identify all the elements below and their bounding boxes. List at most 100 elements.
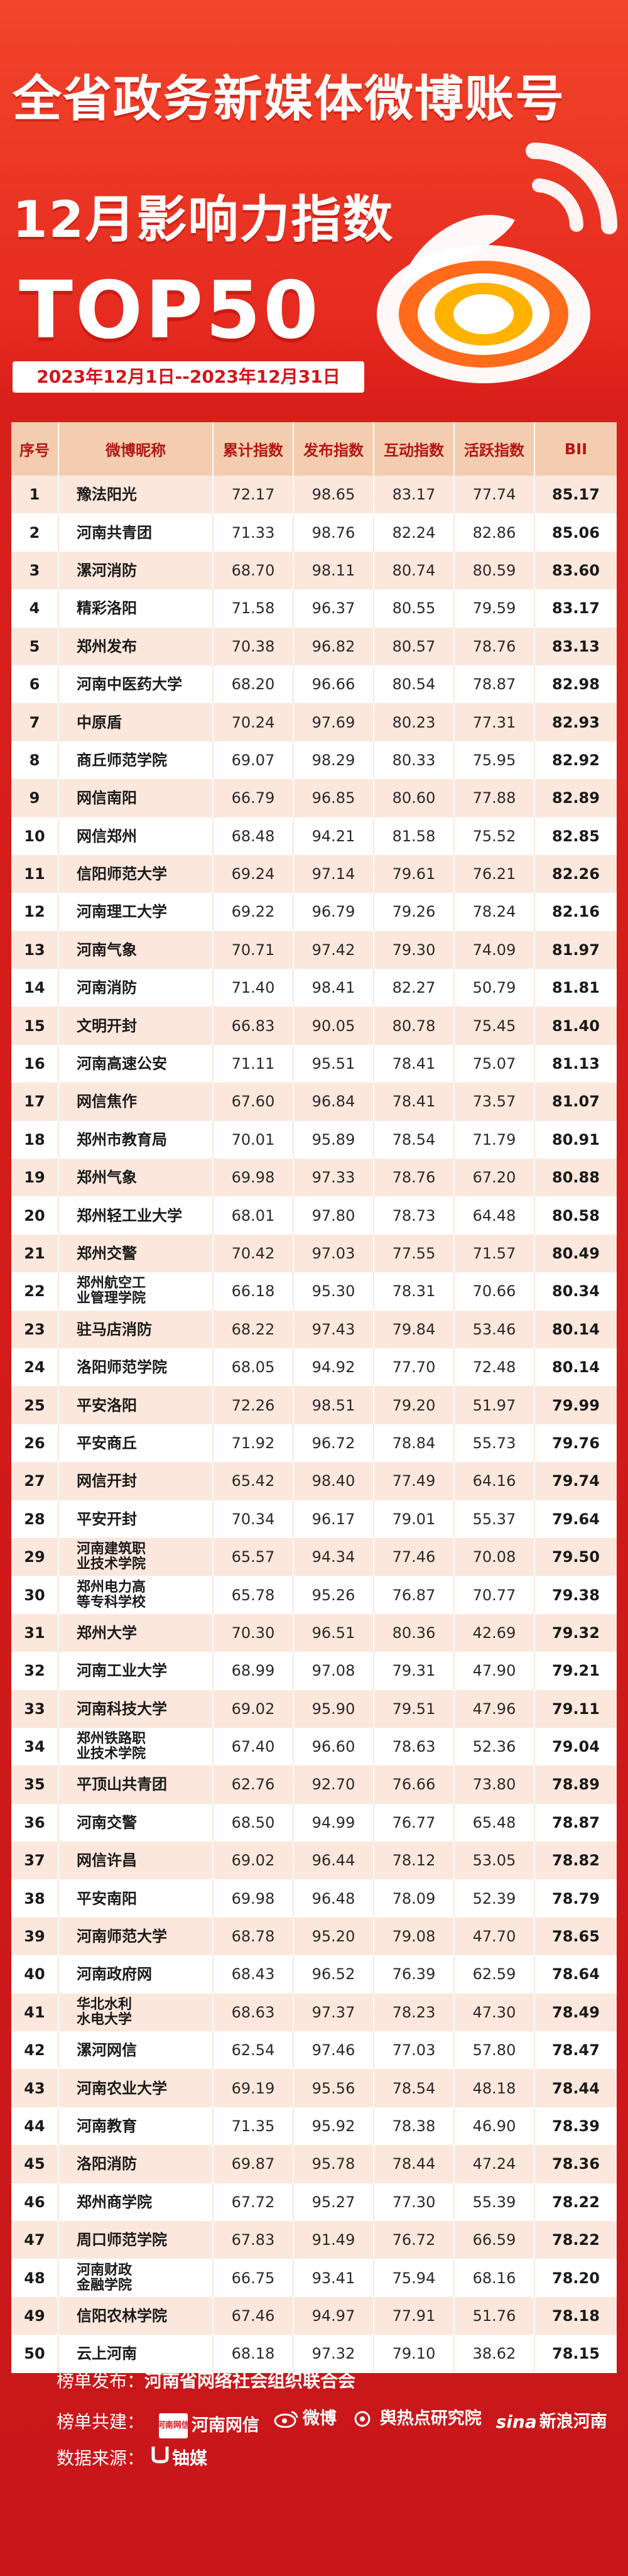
cell-account-name: 郑州铁路职 业技术学院 <box>59 1727 214 1766</box>
cell-publish: 96.82 <box>294 627 374 665</box>
cell-cumulative: 65.78 <box>214 1576 294 1614</box>
cell-rank: 13 <box>11 931 59 969</box>
table-body: 1 豫法阳光 72.17 98.65 83.17 77.74 85.17 2 河南共青团 71.3… <box>11 476 617 2373</box>
cell-account-name: 信阳农林学院 <box>59 2296 214 2335</box>
hotspot-icon <box>354 2411 371 2427</box>
table-row: 27 网信开封 65.42 98.40 77.49 64.16 79.74 <box>11 1462 617 1500</box>
cell-cumulative: 67.83 <box>214 2220 294 2259</box>
co-builders-line: 榜单共建： 河南网信 河南网信 微博 舆热点研究院 sina 新浪河南 <box>57 2406 607 2438</box>
cell-publish: 95.89 <box>294 1120 374 1159</box>
cell-bii: 78.47 <box>552 2041 600 2060</box>
cell-rank: 11 <box>11 854 59 893</box>
table-row: 35 平顶山共青团 62.76 92.70 76.66 73.80 78.89 <box>11 1766 617 1804</box>
cell-bii: 78.65 <box>552 1928 600 1946</box>
cell-bii: 82.85 <box>552 827 600 845</box>
cell-rank: 35 <box>11 1766 59 1804</box>
cell-activity: 48.18 <box>455 2069 535 2107</box>
cell-rank: 23 <box>11 1310 59 1348</box>
cell-interaction: 82.24 <box>374 513 455 552</box>
cell-interaction: 78.76 <box>374 1159 455 1197</box>
cell-account-name: 网信许昌 <box>59 1842 214 1880</box>
col-rank: 序号 <box>11 422 59 476</box>
cell-activity: 73.57 <box>455 1083 535 1121</box>
table-row: 22 郑州航空工 业管理学院 66.18 95.30 78.31 70.66 80.34 <box>11 1272 617 1311</box>
cell-account-name: 河南高速公安 <box>59 1044 214 1083</box>
cell-interaction: 80.36 <box>374 1613 455 1652</box>
cell-activity: 72.48 <box>455 1348 535 1387</box>
publisher-value: 河南省网络社会组织联合会 <box>144 2371 356 2391</box>
cell-publish: 96.72 <box>294 1424 374 1463</box>
cell-cumulative: 62.54 <box>214 2031 294 2070</box>
table-row: 5 郑州发布 70.38 96.82 80.57 78.76 83.13 <box>11 627 617 665</box>
cell-interaction: 82.27 <box>374 969 455 1007</box>
hotspot-name: 舆热点研究院 <box>379 2409 482 2428</box>
cell-cumulative: 68.63 <box>214 1993 294 2032</box>
cell-rank: 48 <box>11 2259 59 2297</box>
cell-publish: 97.03 <box>294 1234 374 1273</box>
cell-cumulative: 69.19 <box>214 2069 294 2107</box>
cell-bii: 80.49 <box>552 1245 600 1262</box>
col-bii: BII <box>564 440 588 458</box>
cell-publish: 90.05 <box>294 1007 374 1045</box>
cell-bii: 85.06 <box>552 523 600 542</box>
cell-account-name: 郑州航空工 业管理学院 <box>59 1272 214 1311</box>
cell-cumulative: 70.38 <box>214 627 294 665</box>
table-row: 41 华北水利 水电大学 68.63 97.37 78.23 47.30 78.49 <box>11 1993 617 2032</box>
table-row: 19 郑州气象 69.98 97.33 78.76 67.20 80.88 <box>11 1159 617 1197</box>
cell-rank: 27 <box>11 1462 59 1500</box>
cell-rank: 14 <box>11 969 59 1007</box>
cell-interaction: 83.17 <box>374 476 455 514</box>
cell-cumulative: 69.98 <box>214 1879 294 1918</box>
cell-activity: 74.09 <box>455 931 535 969</box>
cell-bii: 78.44 <box>552 2079 600 2097</box>
cell-publish: 97.08 <box>294 1652 374 1690</box>
publisher-line: 榜单发布：河南省网络社会组织联合会 <box>57 2369 355 2394</box>
cell-bii: 78.20 <box>552 2269 600 2287</box>
cell-rank: 44 <box>11 2107 59 2146</box>
cell-rank: 10 <box>11 817 59 855</box>
cell-cumulative: 68.01 <box>214 1196 294 1235</box>
cell-rank: 7 <box>11 703 59 741</box>
cell-bii: 79.04 <box>552 1738 600 1756</box>
cell-interaction: 78.54 <box>374 2069 455 2107</box>
cell-bii: 81.97 <box>552 941 600 959</box>
cell-account-name: 郑州交警 <box>59 1234 214 1273</box>
weibo-name: 微博 <box>302 2409 337 2428</box>
table-row: 28 平安开封 70.34 96.17 79.01 55.37 79.64 <box>11 1500 617 1538</box>
cell-rank: 4 <box>11 589 59 628</box>
cell-publish: 96.84 <box>294 1083 374 1121</box>
cell-account-name: 郑州电力高 等专科学校 <box>59 1576 214 1614</box>
cell-account-name: 精彩洛阳 <box>59 589 214 628</box>
cell-cumulative: 71.35 <box>214 2107 294 2146</box>
cell-account-name: 漯河网信 <box>59 2031 214 2070</box>
cell-interaction: 81.58 <box>374 817 455 855</box>
cell-bii: 78.64 <box>552 1965 600 1984</box>
cell-bii: 78.82 <box>552 1852 600 1870</box>
cell-cumulative: 66.83 <box>214 1007 294 1045</box>
cell-account-name: 郑州商学院 <box>59 2183 214 2221</box>
cell-activity: 50.79 <box>455 969 535 1007</box>
cell-publish: 96.85 <box>294 779 374 817</box>
cell-rank: 3 <box>11 551 59 590</box>
cell-activity: 76.21 <box>455 854 535 893</box>
table-row: 21 郑州交警 70.42 97.03 77.55 71.57 80.49 <box>11 1234 617 1273</box>
cell-rank: 18 <box>11 1120 59 1159</box>
cell-rank: 24 <box>11 1348 59 1387</box>
cell-cumulative: 65.42 <box>214 1462 294 1500</box>
table-row: 46 郑州商学院 67.72 95.27 77.30 55.39 78.22 <box>11 2183 617 2221</box>
cell-interaction: 80.60 <box>374 779 455 817</box>
cell-account-name: 信阳师范大学 <box>59 854 214 893</box>
table-row: 15 文明开封 66.83 90.05 80.78 75.45 81.40 <box>11 1007 617 1045</box>
cell-bii: 78.39 <box>552 2117 600 2135</box>
cell-interaction: 78.09 <box>374 1879 455 1918</box>
cell-account-name: 郑州轻工业大学 <box>59 1196 214 1235</box>
cell-bii: 78.89 <box>552 1776 600 1794</box>
cell-bii: 80.34 <box>552 1282 600 1301</box>
cell-activity: 52.39 <box>455 1879 535 1918</box>
cell-rank: 22 <box>11 1272 59 1311</box>
cell-publish: 94.21 <box>294 817 374 855</box>
cell-account-name: 河南共青团 <box>59 513 214 552</box>
cell-bii: 79.11 <box>552 1700 600 1718</box>
cell-bii: 79.99 <box>552 1396 600 1414</box>
cell-interaction: 76.39 <box>374 1955 455 1994</box>
